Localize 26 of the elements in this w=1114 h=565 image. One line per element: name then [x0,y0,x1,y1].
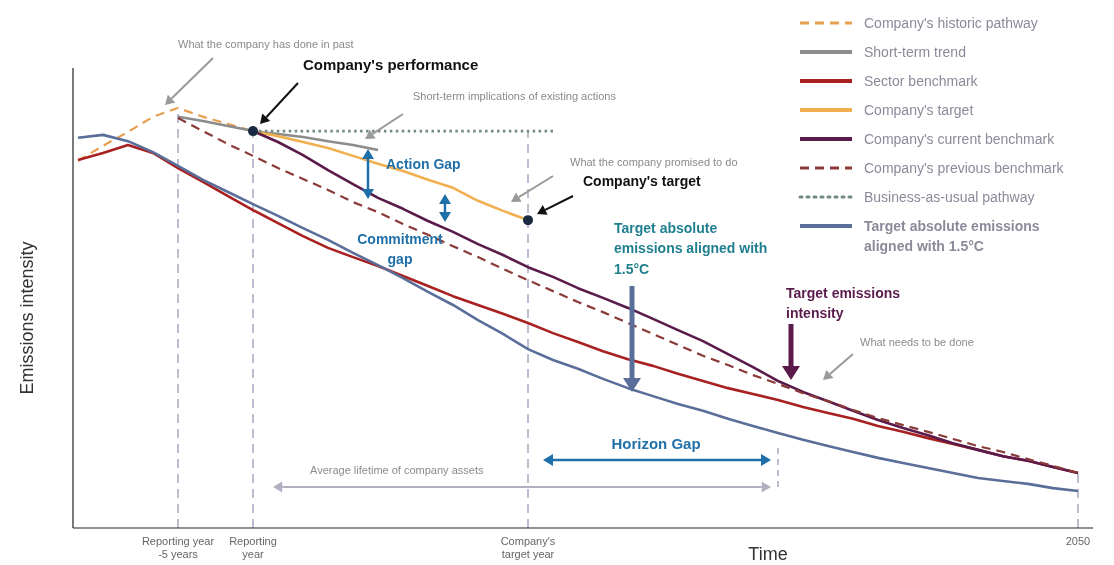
annotation: Commitment gap [357,231,444,268]
annotation: What the company promised to do [570,156,738,168]
text: What the company has done in past [178,38,354,50]
x-axis-title: Time [748,544,788,564]
x-tick-label: Company's target year [500,535,556,560]
annotation: Target emissions intensity [786,285,901,322]
annotation: Horizon Gap [611,435,701,452]
annotation: Average lifetime of company assets [310,464,484,476]
annotation: Company's target [583,173,702,189]
x-tick-label: Reporting year [229,535,277,560]
x-tick-label: 2050 [1065,535,1091,547]
text: Short-term implications of existing actions [413,90,617,102]
legend-label: Company's target [864,102,974,118]
legend-label: Short-term trend [864,44,966,60]
legend-label: Company's current benchmark [864,131,1056,147]
annotation: Target absolute emissions aligned with 1.5°C [614,220,768,277]
legend-label: Business-as-usual pathway [864,189,1035,205]
annotation: Action Gap [386,156,461,172]
legend-label: Company's previous benchmark [864,160,1065,176]
legend-label: Company's historic pathway [864,15,1038,31]
legend-label: Target absolute emissions aligned with 1.5°C [864,218,1040,254]
y-axis-title: Emissions intensity [17,241,37,395]
text: Company's performance [303,56,479,73]
legend-label: Sector benchmark [864,73,979,89]
x-tick-label: Reporting year -5 years [141,535,215,560]
annotation: What needs to be done [860,336,974,348]
